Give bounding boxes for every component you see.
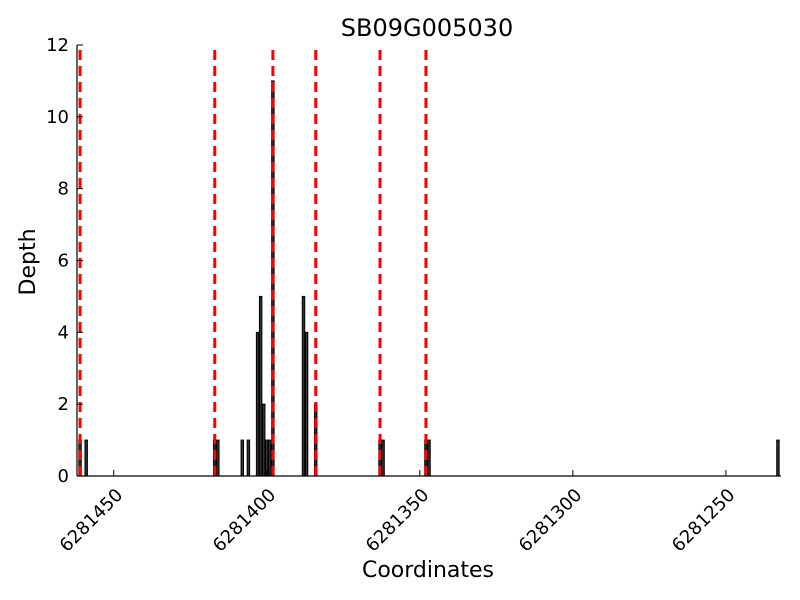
bar-8 [261, 403, 266, 477]
y-tick-label-3: 6 [58, 251, 69, 272]
bar-7 [258, 295, 263, 477]
bar-5 [246, 439, 251, 477]
bar-6 [255, 331, 260, 477]
bar-19 [776, 439, 780, 477]
y-tick-label-4: 8 [58, 179, 69, 200]
bar-1 [84, 439, 88, 477]
y-tick-label-6: 12 [46, 35, 69, 56]
x-tick-label-2: 6281350 [362, 485, 434, 557]
x-tick-label-4: 6281250 [668, 485, 740, 557]
y-tick-label-2: 4 [58, 322, 69, 343]
x-tick-label-3: 6281300 [515, 485, 587, 557]
bar-3 [216, 439, 220, 477]
bar-4 [240, 439, 245, 477]
y-ticks: 0 2 4 6 8 10 12 [46, 35, 83, 487]
x-tick-label-0: 6281450 [56, 485, 128, 557]
y-tick-label-1: 2 [58, 394, 69, 415]
bar-16 [381, 439, 385, 477]
bar-18 [427, 439, 431, 477]
boundary-lines [78, 50, 428, 476]
axes [76, 45, 781, 477]
y-axis-label: Depth [16, 228, 41, 295]
x-tick-label-1: 6281400 [209, 485, 281, 557]
y-tick-label-5: 10 [46, 107, 69, 128]
bar-group [78, 80, 780, 477]
x-ticks: 6281450 6281400 6281350 6281300 6281250 [56, 470, 740, 557]
x-axis-label: Coordinates [362, 558, 494, 583]
bar-13 [304, 331, 309, 477]
chart-title: SB09G005030 [341, 14, 513, 42]
bar-12 [301, 295, 306, 477]
y-tick-label-0: 0 [58, 466, 69, 487]
bar-10 [268, 439, 272, 477]
